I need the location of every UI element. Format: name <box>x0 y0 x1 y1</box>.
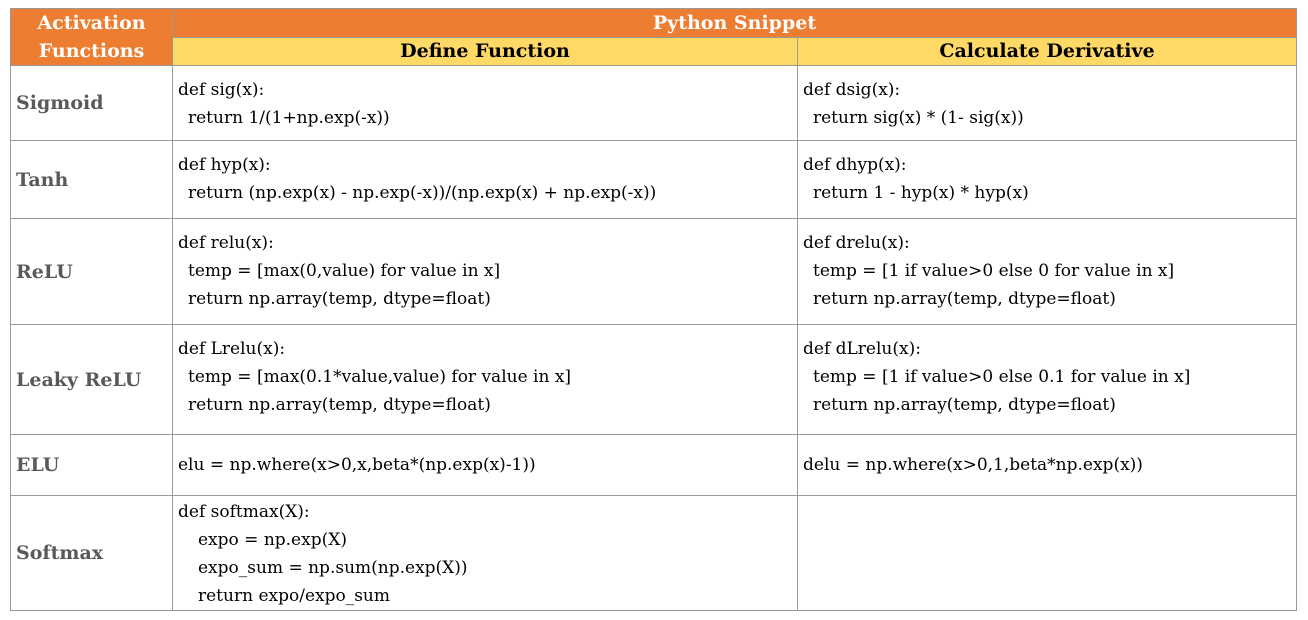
derivative-code: def drelu(x): temp = [1 if value>0 else … <box>797 218 1297 325</box>
activation-functions-header: Activation Functions <box>10 8 173 66</box>
define-function-header: Define Function <box>172 36 798 66</box>
activation-header-line2: Functions <box>38 40 145 62</box>
code-line: def dhyp(x): <box>803 155 907 175</box>
table-row: Sigmoid def sig(x): return 1/(1+np.exp(-… <box>10 65 1297 141</box>
define-function-code: def hyp(x): return (np.exp(x) - np.exp(-… <box>172 140 798 219</box>
code-line: return sig(x) * (1- sig(x)) <box>813 108 1024 128</box>
function-name: ReLU <box>10 218 173 325</box>
table-row: Tanh def hyp(x): return (np.exp(x) - np.… <box>10 140 1297 219</box>
function-name: ELU <box>10 434 173 496</box>
derivative-code: def dLrelu(x): temp = [1 if value>0 else… <box>797 324 1297 435</box>
derivative-code: def dhyp(x): return 1 - hyp(x) * hyp(x) <box>797 140 1297 219</box>
code-line: return expo/expo_sum <box>198 586 390 606</box>
code-line: temp = [max(0,value) for value in x] <box>188 261 501 281</box>
code-line: def dsig(x): <box>803 80 901 100</box>
table-row: ELU elu = np.where(x>0,x,beta*(np.exp(x)… <box>10 434 1297 496</box>
define-function-code: elu = np.where(x>0,x,beta*(np.exp(x)-1)) <box>172 434 798 496</box>
activation-header-line1: Activation <box>37 12 146 34</box>
calculate-derivative-header: Calculate Derivative <box>797 36 1297 66</box>
code-line: def sig(x): <box>178 80 265 100</box>
code-line: temp = [max(0.1*value,value) for value i… <box>188 367 572 387</box>
code-line: temp = [1 if value>0 else 0 for value in… <box>813 261 1175 281</box>
table-row: Softmax def softmax(X): expo = np.exp(X)… <box>10 495 1297 611</box>
function-name: Sigmoid <box>10 65 173 141</box>
code-line: expo_sum = np.sum(np.exp(X)) <box>198 558 468 578</box>
code-line: return 1/(1+np.exp(-x)) <box>188 108 390 128</box>
table-row: Leaky ReLU def Lrelu(x): temp = [max(0.1… <box>10 324 1297 435</box>
code-line: def drelu(x): <box>803 233 910 253</box>
code-line: delu = np.where(x>0,1,beta*np.exp(x)) <box>803 455 1143 475</box>
code-line: def dLrelu(x): <box>803 339 921 359</box>
code-line: return np.array(temp, dtype=float) <box>188 289 491 309</box>
code-line: return 1 - hyp(x) * hyp(x) <box>813 183 1029 203</box>
function-name: Leaky ReLU <box>10 324 173 435</box>
activation-functions-table: Activation Functions Python Snippet Defi… <box>10 8 1297 611</box>
derivative-code-empty <box>797 495 1297 611</box>
define-function-code: def relu(x): temp = [max(0,value) for va… <box>172 218 798 325</box>
code-line: return np.array(temp, dtype=float) <box>813 289 1116 309</box>
code-line: elu = np.where(x>0,x,beta*(np.exp(x)-1)) <box>178 455 536 475</box>
code-line: def Lrelu(x): <box>178 339 286 359</box>
python-snippet-header: Python Snippet <box>172 8 1297 38</box>
define-function-code: def softmax(X): expo = np.exp(X) expo_su… <box>172 495 798 611</box>
table-row: ReLU def relu(x): temp = [max(0,value) f… <box>10 218 1297 325</box>
code-line: return (np.exp(x) - np.exp(-x))/(np.exp(… <box>188 183 657 203</box>
function-name: Softmax <box>10 495 173 611</box>
derivative-code: def dsig(x): return sig(x) * (1- sig(x)) <box>797 65 1297 141</box>
code-line: return np.array(temp, dtype=float) <box>188 395 491 415</box>
code-line: def hyp(x): <box>178 155 271 175</box>
code-line: def relu(x): <box>178 233 274 253</box>
code-line: temp = [1 if value>0 else 0.1 for value … <box>813 367 1191 387</box>
function-name: Tanh <box>10 140 173 219</box>
define-function-code: def sig(x): return 1/(1+np.exp(-x)) <box>172 65 798 141</box>
code-line: def softmax(X): <box>178 502 310 522</box>
code-line: return np.array(temp, dtype=float) <box>813 395 1116 415</box>
define-function-code: def Lrelu(x): temp = [max(0.1*value,valu… <box>172 324 798 435</box>
code-line: expo = np.exp(X) <box>198 530 347 550</box>
derivative-code: delu = np.where(x>0,1,beta*np.exp(x)) <box>797 434 1297 496</box>
